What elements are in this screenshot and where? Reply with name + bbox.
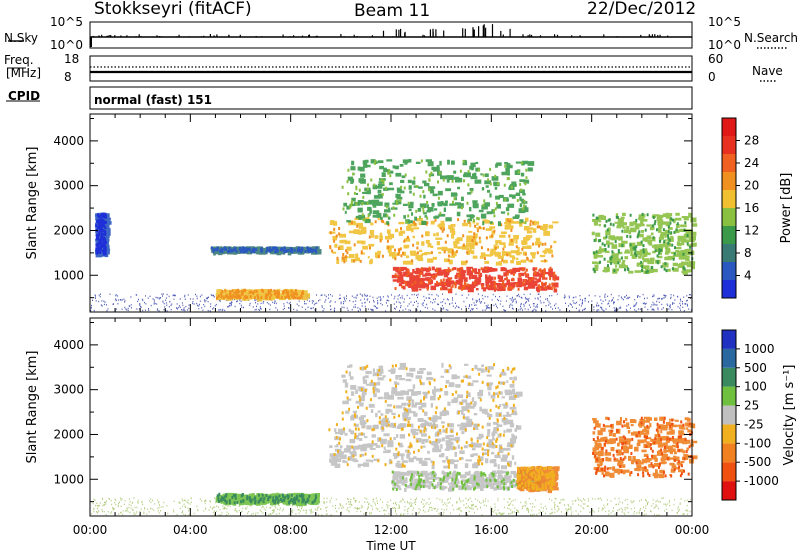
velocity-colorbar-seg-5 (722, 386, 736, 406)
power-ytick-label-0: 1000 (53, 268, 84, 282)
power-ytick-label-1: 2000 (53, 223, 84, 237)
xtick-label-2: 08:00 (273, 523, 308, 537)
power-region-accent-2 (210, 246, 318, 254)
power-colorbar-seg-1 (722, 262, 736, 280)
xtick-label-6: 00:00 (675, 523, 710, 537)
power-colorbar-seg-2 (722, 244, 736, 262)
power-ytick-label-2: 3000 (53, 179, 84, 193)
velocity-region-3 (341, 362, 523, 430)
velocity-cb-label-5: -100 (744, 436, 771, 450)
velocity-region-accent-4 (516, 465, 556, 492)
velocity-colorbar-seg-6 (722, 367, 736, 387)
power-colorbar-seg-8 (722, 136, 736, 154)
power-region-accent-6 (592, 212, 694, 274)
velocity-region-accent-2 (391, 470, 543, 492)
velocity-ytick-label-1: 2000 (53, 427, 84, 441)
velocity-plot-area (90, 318, 692, 516)
noise-tick-left-top: 10^5 (50, 15, 83, 29)
velocity-ground-speckle (91, 497, 691, 516)
noise-tick-right-top: 10^5 (708, 15, 741, 29)
freq-unit-label: [MHz] (6, 66, 42, 80)
power-cb-label-3: 16 (744, 201, 759, 215)
velocity-colorbar-seg-1 (722, 462, 736, 482)
cpid-label: CPID (8, 89, 41, 103)
velocity-colorbar-seg-8 (722, 330, 736, 349)
power-region-accent-3 (329, 218, 554, 264)
velocity-colorbar-seg-3 (722, 424, 736, 444)
xtick-label-4: 16:00 (474, 523, 509, 537)
cpid-panel-frame (89, 86, 693, 110)
freq-tick-bottom: 8 (64, 70, 72, 84)
noise-spikes (92, 24, 669, 37)
velocity-ytick-label-0: 1000 (53, 472, 84, 486)
velocity-colorbar-seg-0 (722, 481, 736, 500)
power-cb-label-4: 20 (744, 179, 759, 193)
velocity-colorbar-label: Velocity [m s⁻¹] (782, 365, 797, 466)
cpid-value: normal (fast) 151 (94, 93, 212, 107)
x-axis-title: Time UT (365, 539, 416, 553)
velocity-cb-label-1: 500 (744, 361, 767, 375)
power-colorbar-seg-0 (722, 280, 736, 298)
xtick-label-1: 04:00 (173, 523, 208, 537)
date-title: 22/Dec/2012 (587, 0, 697, 19)
noise-search-label: N.Search (744, 31, 799, 45)
velocity-colorbar-seg-4 (722, 405, 736, 425)
freq-tick-top: 18 (64, 52, 80, 66)
noise-tick-left-bottom: 10^0 (50, 38, 83, 52)
power-region-4 (391, 266, 560, 294)
power-cb-label-2: 12 (744, 224, 759, 238)
power-ylabel: Slant Range [km] (25, 147, 40, 260)
nave-tick-top: 60 (708, 52, 724, 66)
power-ytick-label-3: 4000 (53, 134, 84, 148)
velocity-region-5 (592, 416, 698, 479)
power-region-accent-0 (95, 212, 107, 256)
power-region-6 (591, 212, 698, 275)
power-cb-label-1: 8 (744, 246, 752, 260)
velocity-region-accent-1 (328, 421, 513, 469)
velocity-ylabel: Slant Range [km] (25, 351, 40, 464)
velocity-cb-label-4: -25 (744, 417, 764, 431)
power-region-accent-1 (216, 288, 305, 300)
power-colorbar-seg-3 (722, 226, 736, 244)
power-colorbar-seg-7 (722, 154, 736, 172)
velocity-cb-label-7: -1000 (744, 474, 779, 488)
power-colorbar-label: Power [dB] (779, 173, 794, 244)
freq-label: Freq. (4, 53, 34, 67)
power-cb-label-0: 4 (744, 269, 752, 283)
xtick-label-3: 12:00 (374, 523, 409, 537)
power-region-5 (343, 159, 535, 227)
power-plot-area (90, 114, 692, 312)
velocity-cb-label-3: 25 (744, 399, 759, 413)
power-colorbar-seg-6 (722, 172, 736, 190)
freq-panel-frame (89, 55, 693, 82)
station-title: Stokkseyri (fitACF) (94, 0, 252, 19)
nave-tick-bottom: 0 (708, 70, 716, 84)
velocity-ytick-label-3: 4000 (53, 338, 84, 352)
velocity-cb-label-0: 1000 (744, 342, 775, 356)
power-colorbar-seg-5 (722, 190, 736, 208)
velocity-cb-label-6: -500 (744, 455, 771, 469)
xtick-label-5: 20:00 (574, 523, 609, 537)
power-colorbar-seg-9 (722, 118, 736, 136)
velocity-colorbar-seg-2 (722, 443, 736, 463)
power-cb-label-5: 24 (744, 156, 759, 170)
beam-title: Beam 11 (354, 1, 431, 21)
velocity-cb-label-2: 100 (744, 380, 767, 394)
power-cb-label-6: 28 (744, 134, 759, 148)
noise-tick-right-bottom: 10^0 (708, 38, 741, 52)
velocity-colorbar-frame (721, 329, 737, 501)
power-colorbar-seg-4 (722, 208, 736, 226)
velocity-ytick-label-2: 3000 (53, 383, 84, 397)
velocity-region-accent-0 (216, 492, 317, 505)
velocity-region-accent-5 (592, 416, 694, 478)
velocity-colorbar-seg-7 (722, 348, 736, 368)
noise-panel-frame (89, 21, 693, 49)
nave-label: Nave (752, 64, 783, 78)
power-region-accent-4 (394, 266, 556, 292)
xtick-label-0: 00:00 (73, 523, 108, 537)
